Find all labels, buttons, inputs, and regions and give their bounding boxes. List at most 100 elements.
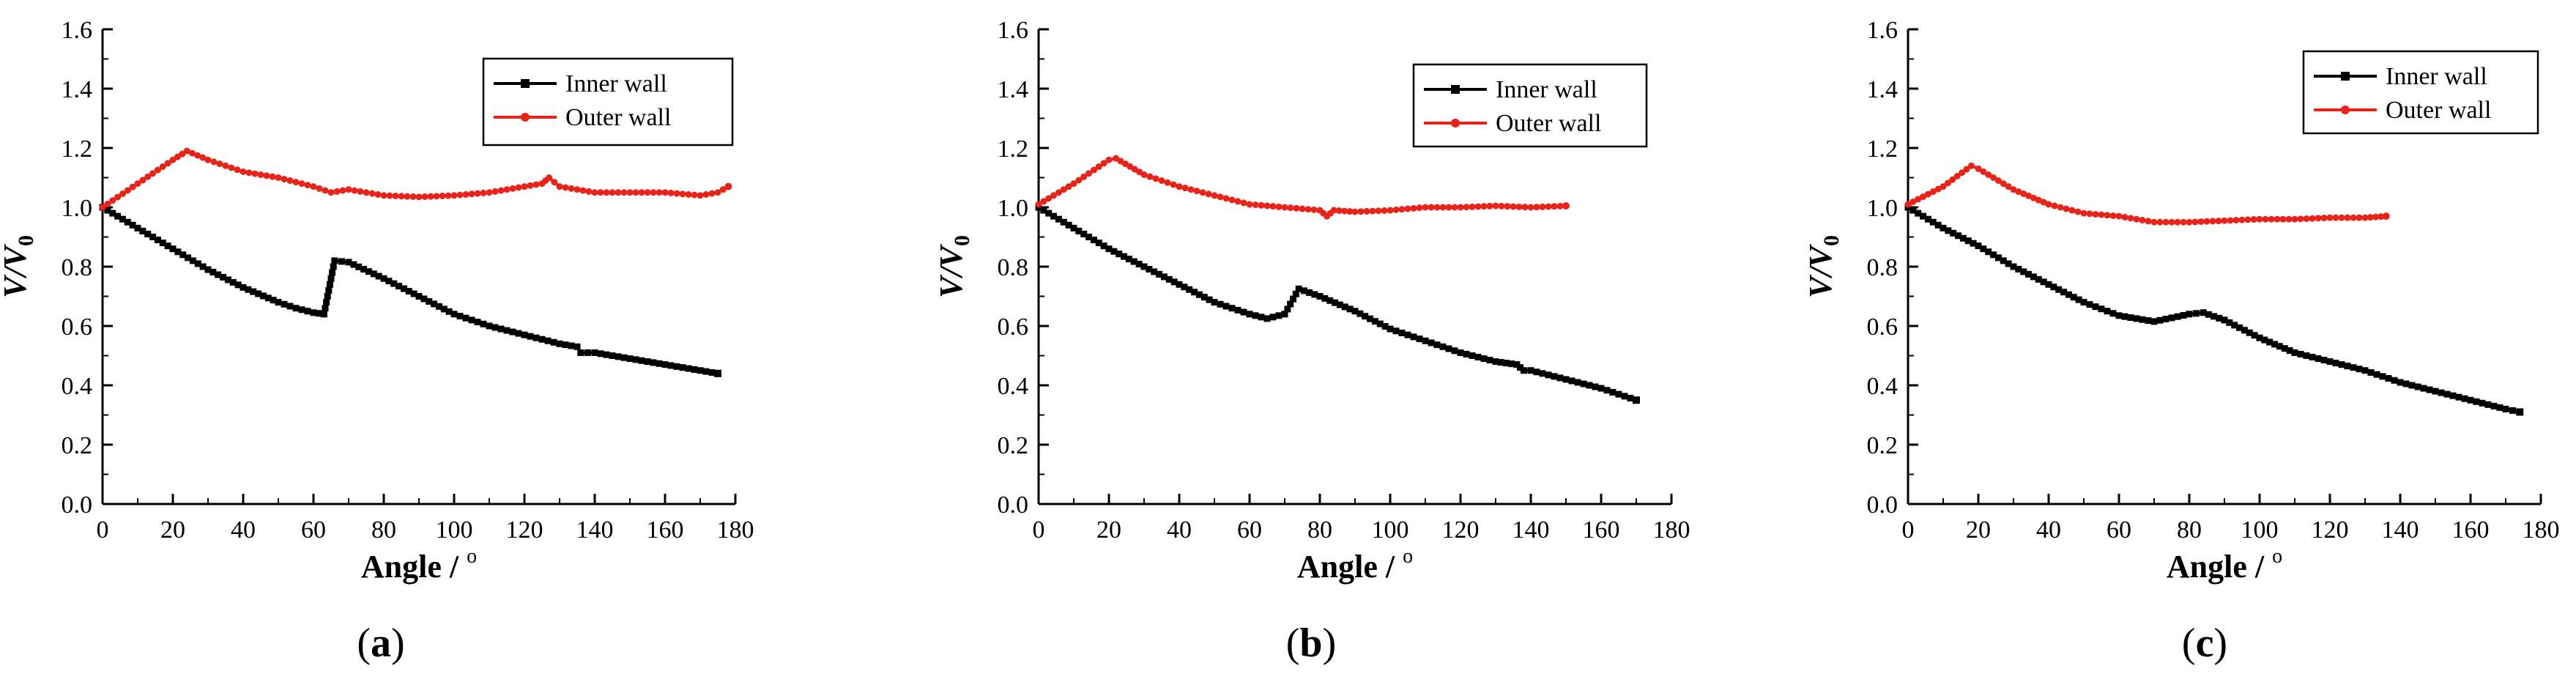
data-point: [562, 341, 569, 349]
data-point: [1985, 171, 1992, 178]
data-point: [1085, 234, 1093, 240]
x-tick-label: 20: [1966, 516, 1991, 544]
x-tick-label: 60: [301, 516, 326, 544]
data-point: [216, 160, 223, 168]
data-point: [2326, 358, 2334, 366]
data-point: [1228, 196, 1236, 204]
data-point: [1990, 251, 1997, 259]
data-point: [2373, 371, 2380, 378]
data-point: [2074, 208, 2082, 215]
data-point: [257, 171, 264, 178]
data-point: [667, 362, 675, 369]
data-point: [409, 193, 417, 200]
data-point: [375, 273, 382, 280]
data-point: [685, 190, 692, 198]
data-point: [259, 292, 267, 300]
data-point: [2238, 216, 2246, 223]
data-point: [1035, 201, 1042, 208]
data-point: [656, 360, 663, 367]
data-point: [1095, 163, 1102, 170]
data-point: [2432, 388, 2439, 395]
data-point: [650, 359, 657, 366]
data-point: [1100, 242, 1107, 250]
data-point: [1492, 358, 1499, 366]
series-line-outer-wall: [1907, 164, 2386, 224]
data-point: [338, 258, 345, 265]
data-point: [365, 268, 372, 275]
data-point: [245, 286, 252, 293]
data-point: [2156, 316, 2164, 324]
data-point: [486, 189, 493, 196]
data-point: [1398, 329, 1406, 336]
data-point: [1967, 162, 1975, 169]
data-point: [1080, 230, 1088, 237]
data-point: [585, 188, 593, 195]
data-point: [2080, 210, 2087, 217]
data-point: [2479, 399, 2486, 407]
x-tick-label: 20: [1096, 516, 1121, 544]
data-point: [2063, 205, 2070, 212]
data-point: [2332, 360, 2339, 367]
data-point: [330, 263, 337, 270]
data-point: [1240, 199, 1247, 207]
data-point: [1959, 169, 1966, 177]
y-tick-label: 0.4: [62, 373, 93, 400]
y-tick-label: 0.4: [1867, 373, 1898, 400]
data-point: [597, 189, 604, 196]
data-point: [1445, 204, 1452, 211]
data-point: [1140, 171, 1148, 178]
data-point: [456, 191, 464, 199]
data-point: [579, 187, 587, 194]
data-point: [1463, 350, 1470, 357]
data-point: [1258, 201, 1265, 209]
data-point: [1070, 180, 1077, 188]
data-point: [2246, 329, 2253, 336]
data-point: [1502, 360, 1510, 367]
data-point: [2060, 289, 2068, 296]
data-point: [1165, 275, 1173, 283]
data-point: [2000, 257, 2007, 264]
data-point: [114, 212, 122, 220]
data-point: [1369, 207, 1376, 215]
data-point: [159, 240, 166, 247]
data-point: [286, 177, 294, 185]
data-point: [331, 257, 338, 264]
data-point: [2020, 268, 2027, 275]
data-point: [2455, 393, 2462, 401]
data-point: [1556, 374, 1564, 382]
data-point: [426, 297, 433, 305]
data-point: [1311, 291, 1318, 298]
data-point: [1234, 306, 1241, 314]
data-point: [2516, 408, 2524, 416]
data-point: [2133, 215, 2140, 223]
data-point: [1275, 203, 1283, 210]
data-point: [474, 319, 481, 326]
data-point: [1040, 198, 1047, 205]
data-point: [2241, 327, 2248, 334]
legend-label: Outer wall: [2386, 97, 2491, 124]
y-axis-title: V/V0: [1803, 235, 1844, 298]
data-point: [2467, 396, 2474, 404]
data-point: [1351, 308, 1359, 315]
data-point: [2075, 296, 2082, 303]
data-point: [199, 263, 207, 270]
data-point: [1234, 198, 1241, 205]
data-point: [697, 192, 704, 199]
data-point: [1346, 305, 1354, 313]
data-point: [1110, 248, 1118, 255]
data-point: [714, 369, 721, 377]
data-point: [322, 187, 329, 194]
data-point: [638, 189, 645, 196]
data-point: [2303, 215, 2310, 223]
data-point: [1994, 177, 2002, 185]
data-point: [2035, 275, 2042, 283]
data-point: [1293, 204, 1300, 212]
data-point: [1341, 303, 1348, 311]
data-point: [390, 280, 398, 287]
data-point: [1263, 202, 1271, 210]
data-point: [1332, 299, 1339, 306]
data-point: [591, 349, 598, 356]
data-point: [1252, 201, 1259, 209]
data-point: [2315, 355, 2322, 363]
